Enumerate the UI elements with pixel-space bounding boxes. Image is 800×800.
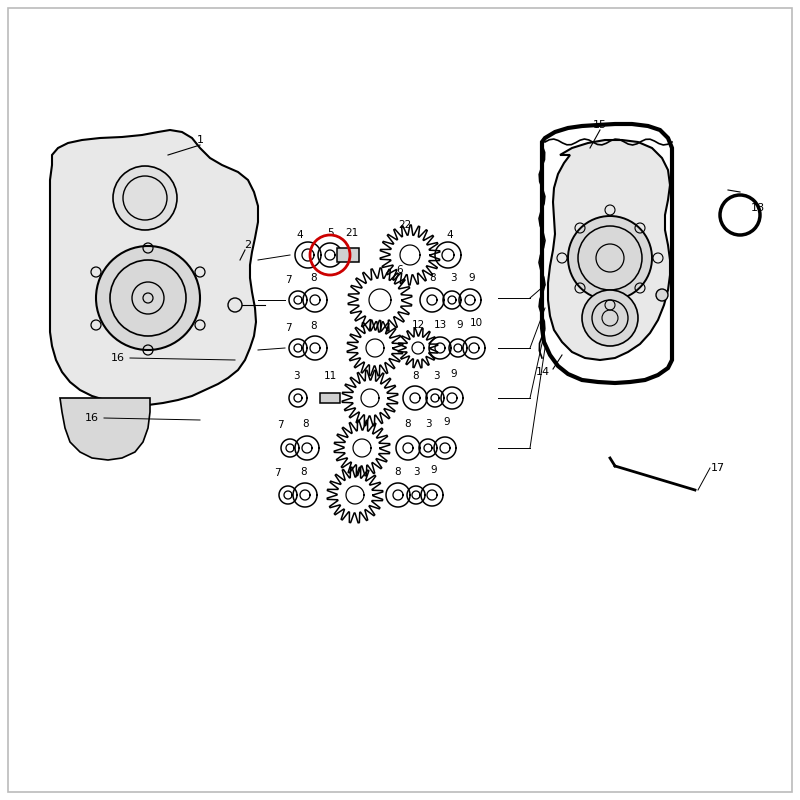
Text: 12: 12 [411, 320, 425, 330]
Text: 3: 3 [293, 371, 299, 381]
Text: 8: 8 [405, 419, 411, 429]
Text: 8: 8 [310, 321, 318, 331]
Bar [320, 393, 340, 403]
Text: 8: 8 [301, 467, 307, 477]
Text: 5: 5 [326, 228, 334, 238]
Text: 4: 4 [446, 230, 454, 240]
Text: 22: 22 [398, 220, 412, 230]
Text: 8: 8 [394, 467, 402, 477]
Circle shape [582, 290, 638, 346]
Text: 1: 1 [197, 135, 203, 145]
Text: 8: 8 [430, 273, 436, 283]
Text: 10: 10 [470, 318, 482, 328]
Text: 8: 8 [413, 371, 419, 381]
Text: 7: 7 [274, 468, 280, 478]
Text: 3: 3 [425, 419, 431, 429]
Circle shape [568, 216, 652, 300]
Text: 4: 4 [297, 230, 303, 240]
Text: 9: 9 [430, 465, 438, 475]
Text: 3: 3 [450, 273, 456, 283]
Text: 13: 13 [434, 320, 446, 330]
Text: 9: 9 [457, 320, 463, 330]
Text: 6: 6 [397, 265, 403, 275]
Text: 9: 9 [444, 417, 450, 427]
Text: 7: 7 [285, 275, 291, 285]
Text: 7: 7 [285, 323, 291, 333]
Text: 3: 3 [413, 467, 419, 477]
Text: 9: 9 [469, 273, 475, 283]
Text: 21: 21 [346, 228, 358, 238]
Text: 16: 16 [111, 353, 125, 363]
Circle shape [113, 166, 177, 230]
Polygon shape [548, 140, 670, 360]
Text: 8: 8 [302, 419, 310, 429]
Text: 17: 17 [711, 463, 725, 473]
Circle shape [656, 289, 668, 301]
Text: 18: 18 [751, 203, 765, 213]
Text: 2: 2 [245, 240, 251, 250]
Bar [337, 248, 359, 262]
Text: 8: 8 [310, 273, 318, 283]
Text: 7: 7 [277, 420, 283, 430]
Text: •: • [670, 289, 674, 295]
Text: 9: 9 [450, 369, 458, 379]
Circle shape [96, 246, 200, 350]
Polygon shape [60, 398, 150, 460]
Text: 3: 3 [433, 371, 439, 381]
Text: 14: 14 [536, 367, 550, 377]
Text: 15: 15 [593, 120, 607, 130]
Text: 16: 16 [85, 413, 99, 423]
Text: 11: 11 [323, 371, 337, 381]
Polygon shape [50, 130, 258, 405]
